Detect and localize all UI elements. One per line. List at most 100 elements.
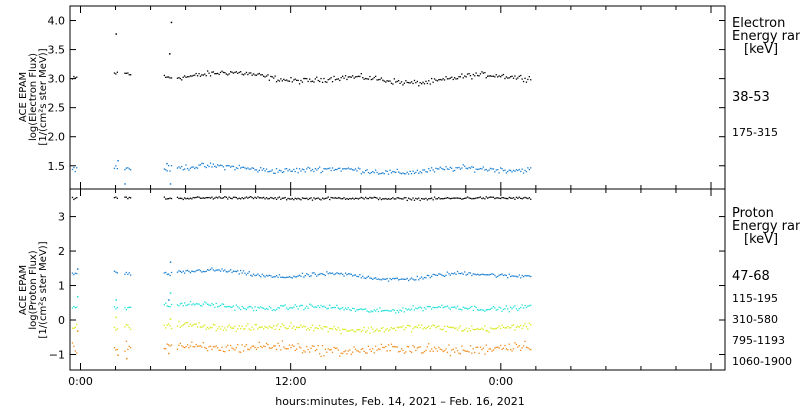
data-point <box>465 274 467 276</box>
data-point <box>251 167 253 169</box>
data-point <box>280 326 282 328</box>
data-point <box>354 76 357 78</box>
data-point <box>343 275 345 277</box>
data-point <box>510 306 512 308</box>
data-point <box>247 167 249 169</box>
electron-flux-panel: ACE EPAM log(Electron Flux) [1/(cm²s ste… <box>18 5 800 190</box>
data-point <box>196 196 199 198</box>
data-point <box>406 345 408 348</box>
data-point <box>528 275 530 277</box>
data-point <box>251 275 253 277</box>
data-point <box>317 305 319 307</box>
data-point <box>191 304 193 306</box>
data-point <box>255 348 258 350</box>
data-point <box>488 331 490 333</box>
data-point <box>300 79 302 82</box>
data-point <box>329 167 331 169</box>
data-point <box>346 197 348 200</box>
data-point <box>219 71 222 74</box>
data-point <box>398 311 400 313</box>
data-point <box>324 348 326 350</box>
data-point <box>237 270 239 272</box>
data-point <box>268 347 270 349</box>
data-point <box>403 197 405 199</box>
data-point <box>525 197 528 199</box>
data-point <box>357 198 360 200</box>
data-point <box>240 269 242 272</box>
data-point <box>370 326 372 328</box>
data-point <box>225 329 227 331</box>
data-point <box>528 197 530 199</box>
data-point <box>115 316 117 319</box>
data-point <box>449 308 451 310</box>
data-point <box>307 166 309 168</box>
data-point <box>353 274 355 276</box>
data-point <box>284 347 286 350</box>
data-point <box>405 307 407 310</box>
data-point <box>466 168 469 170</box>
data-point <box>326 197 328 199</box>
data-point <box>205 197 207 199</box>
data-point <box>343 309 345 311</box>
data-point <box>465 327 467 329</box>
data-point <box>115 308 117 310</box>
data-point <box>227 165 229 167</box>
data-point <box>387 344 390 346</box>
data-point <box>465 167 467 169</box>
data-point <box>488 169 490 171</box>
proton-flux-panel: ACE EPAM log(Proton Flux) [1/(cm²s ster … <box>18 188 800 371</box>
data-point <box>326 271 328 273</box>
data-point <box>505 327 507 329</box>
data-point <box>168 344 170 346</box>
data-point <box>178 305 180 307</box>
data-point <box>242 270 245 272</box>
data-point <box>316 169 318 171</box>
data-point <box>451 272 453 275</box>
data-point <box>311 345 314 347</box>
data-point <box>176 196 179 198</box>
data-point <box>389 169 391 171</box>
data-point <box>320 77 322 80</box>
data-point <box>376 197 378 199</box>
data-point <box>405 197 407 199</box>
data-point <box>398 279 400 281</box>
data-point <box>314 78 316 80</box>
data-point <box>422 352 424 354</box>
data-point <box>165 327 167 329</box>
data-point <box>208 304 210 306</box>
data-point <box>396 168 398 171</box>
data-point <box>314 306 316 308</box>
data-point <box>242 74 245 76</box>
data-point <box>320 272 322 275</box>
data-point <box>336 347 338 349</box>
data-point <box>74 272 76 274</box>
data-point <box>454 327 456 330</box>
data-point <box>291 170 293 172</box>
data-point <box>478 168 480 170</box>
data-point <box>390 343 393 345</box>
data-point <box>380 343 383 345</box>
data-point <box>258 307 260 309</box>
data-point <box>525 306 528 309</box>
data-point <box>454 306 456 308</box>
data-point <box>317 197 319 199</box>
data-point <box>128 306 130 308</box>
data-point <box>373 331 375 333</box>
data-point <box>469 345 472 347</box>
data-point <box>520 197 522 199</box>
data-point <box>238 307 240 309</box>
data-point <box>334 328 337 330</box>
data-point <box>179 342 181 344</box>
data-point <box>260 167 262 169</box>
data-point <box>128 326 130 329</box>
series-47-68 <box>71 196 532 202</box>
electron-plot-frame <box>69 5 726 190</box>
data-point <box>323 273 325 276</box>
data-point <box>277 342 279 345</box>
data-point <box>163 304 165 306</box>
data-point <box>330 327 332 330</box>
data-point <box>379 348 381 350</box>
data-point <box>530 79 532 81</box>
data-point <box>441 167 443 170</box>
data-point <box>375 310 377 312</box>
